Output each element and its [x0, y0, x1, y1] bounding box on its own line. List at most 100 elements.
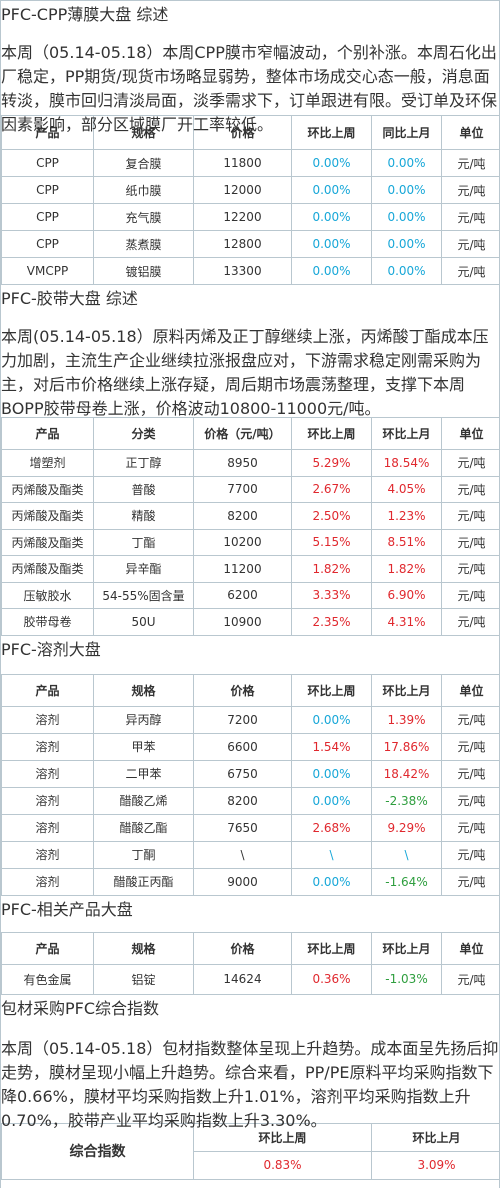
header-cell: 环比上周 — [291, 115, 372, 150]
cell: 0.00% — [371, 257, 442, 285]
header-cell: 产品 — [1, 115, 94, 150]
cell: 0.00% — [371, 149, 442, 177]
cell: 7650 — [193, 813, 292, 842]
cell: 14624 — [193, 963, 292, 995]
cell: 元/吨 — [441, 176, 500, 204]
cell: 7200 — [193, 705, 292, 734]
cell: 12000 — [193, 176, 292, 204]
index-label: 综合指数 — [1, 1122, 194, 1180]
cell: 充气膜 — [93, 203, 194, 231]
cell: 13300 — [193, 257, 292, 285]
cell: 0.00% — [291, 786, 372, 815]
row: 胶带母卷 50U 10900 2.35% 4.31% 元/吨 — [1, 608, 500, 636]
cell: 溶剂 — [1, 732, 94, 761]
cell: 0.00% — [371, 203, 442, 231]
cell: 12800 — [193, 230, 292, 258]
row: 丙烯酸及酯类 异辛酯 11200 1.82% 1.82% 元/吨 — [1, 555, 500, 583]
cell: 6600 — [193, 732, 292, 761]
cell: -2.38% — [371, 786, 442, 815]
cell: 0.00% — [291, 203, 372, 231]
cell: 丙烯酸及酯类 — [1, 502, 94, 530]
header-cell: 单位 — [441, 931, 500, 965]
cell: 元/吨 — [441, 475, 500, 503]
cell: -1.64% — [371, 867, 442, 896]
cell: 丙烯酸及酯类 — [1, 555, 94, 583]
cell: 元/吨 — [441, 555, 500, 583]
cell: 元/吨 — [441, 581, 500, 609]
cell: 丙烯酸及酯类 — [1, 475, 94, 503]
cell: VMCPP — [1, 257, 94, 285]
cell: 5.29% — [291, 449, 372, 477]
cell: CPP — [1, 176, 94, 204]
cell: 溶剂 — [1, 705, 94, 734]
cell: 溶剂 — [1, 786, 94, 815]
section-title: PFC-CPP薄膜大盘 综述 — [1, 5, 169, 24]
row: VMCPP 镀铝膜 13300 0.00% 0.00% 元/吨 — [1, 257, 500, 285]
cell: 2.67% — [291, 475, 372, 503]
cell: 溶剂 — [1, 813, 94, 842]
cell: 11200 — [193, 555, 292, 583]
cell: 3.33% — [291, 581, 372, 609]
cell: 1.82% — [371, 555, 442, 583]
row: 0.83% 3.09% — [2, 1150, 500, 1180]
cell: 6.90% — [371, 581, 442, 609]
cell: 4.31% — [371, 608, 442, 636]
cell: 溶剂 — [1, 867, 94, 896]
cell: 胶带母卷 — [1, 608, 94, 636]
row: 增塑剂 正丁醇 8950 5.29% 18.54% 元/吨 — [1, 449, 500, 477]
cell: 7700 — [193, 475, 292, 503]
cell: 0.00% — [371, 230, 442, 258]
data-table: 产品 规格 价格 环比上周 环比上月 单位 有色金属 铝锭 14624 0.36% -1.03% 元/… — [1, 931, 500, 995]
row: 溶剂 异丙醇 7200 0.00% 1.39% 元/吨 — [1, 705, 500, 734]
cell: 18.42% — [371, 759, 442, 788]
header-cell: 分类 — [93, 417, 194, 450]
cell: 4.05% — [371, 475, 442, 503]
cell: 醋酸乙烯 — [93, 786, 194, 815]
row: 溶剂 丁酮 \ \ \ 元/吨 — [1, 840, 500, 869]
cell: 元/吨 — [441, 528, 500, 556]
cell: 醋酸乙酯 — [93, 813, 194, 842]
cell: 9.29% — [371, 813, 442, 842]
cell: 2.68% — [291, 813, 372, 842]
cell: CPP — [1, 230, 94, 258]
cell: 元/吨 — [441, 963, 500, 995]
header-cell: 单位 — [441, 417, 500, 450]
row: 丙烯酸及酯类 精酸 8200 2.50% 1.23% 元/吨 — [1, 502, 500, 530]
cell: CPP — [1, 203, 94, 231]
row: 溶剂 甲苯 6600 1.54% 17.86% 元/吨 — [1, 732, 500, 761]
row: 溶剂 醋酸乙酯 7650 2.68% 9.29% 元/吨 — [1, 813, 500, 842]
header-cell: 规格 — [93, 115, 194, 150]
cell: 丙烯酸及酯类 — [1, 528, 94, 556]
cell: 元/吨 — [441, 867, 500, 896]
cell: 异丙醇 — [93, 705, 194, 734]
header-cell: 单位 — [441, 673, 500, 707]
cell: 1.39% — [371, 705, 442, 734]
row: CPP 蒸煮膜 12800 0.00% 0.00% 元/吨 — [1, 230, 500, 258]
cell: 54-55%固含量 — [93, 581, 194, 609]
cell: 溶剂 — [1, 759, 94, 788]
cell: 0.00% — [291, 149, 372, 177]
row: 溶剂 醋酸乙烯 8200 0.00% -2.38% 元/吨 — [1, 786, 500, 815]
cell: 12200 — [193, 203, 292, 231]
header-row: 产品 规格 价格 环比上周 环比上月 单位 — [1, 931, 500, 965]
cell: 8200 — [193, 502, 292, 530]
summary: 本周(05.14-05.18）原料丙烯及正丁醇继续上涨，丙烯酸丁酯成本压力加剧，… — [1, 327, 489, 418]
cell: 元/吨 — [441, 203, 500, 231]
cell: 8950 — [193, 449, 292, 477]
header-cell: 产品 — [1, 417, 94, 450]
cell: 3.09% — [371, 1150, 500, 1180]
cell: 元/吨 — [441, 786, 500, 815]
cell: 1.54% — [291, 732, 372, 761]
cell: 9000 — [193, 867, 292, 896]
cell: 纸巾膜 — [93, 176, 194, 204]
row: 压敏胶水 54-55%固含量 6200 3.33% 6.90% 元/吨 — [1, 581, 500, 609]
cell: 精酸 — [93, 502, 194, 530]
header-cell: 环比上周 — [291, 417, 372, 450]
cell: 0.36% — [291, 963, 372, 995]
cell: 18.54% — [371, 449, 442, 477]
data-table: 产品 规格 价格 环比上周 同比上月 单位 CPP 复合膜 11800 0.00% 0.00% 元/吨… — [1, 115, 500, 285]
cell: 铝锭 — [93, 963, 194, 995]
row: 丙烯酸及酯类 丁酯 10200 5.15% 8.51% 元/吨 — [1, 528, 500, 556]
cell: 元/吨 — [441, 257, 500, 285]
